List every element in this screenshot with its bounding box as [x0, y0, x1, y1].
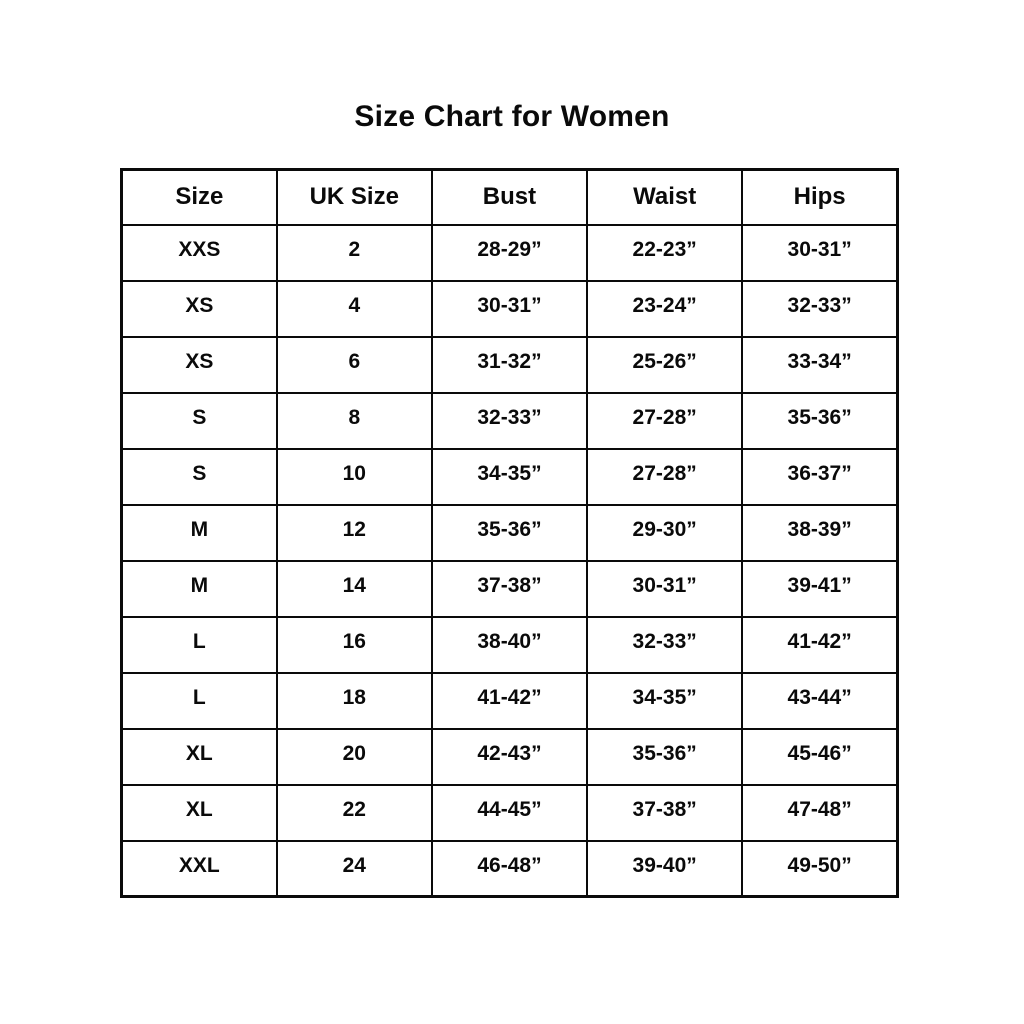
table-cell: 27-28”	[586, 391, 744, 450]
table-cell: 4	[275, 279, 433, 338]
table-cell: 8	[275, 391, 433, 450]
table-cell: 28-29”	[430, 223, 589, 282]
column-header-uk-size: UK Size	[275, 168, 433, 226]
table-row: XXL 24 46-48” 39-40” 49-50”	[120, 839, 899, 898]
table-cell: XL	[120, 783, 278, 842]
table-cell: 38-39”	[741, 503, 899, 562]
table-cell: L	[120, 671, 278, 730]
table-cell: 46-48”	[430, 839, 589, 898]
table-cell: 34-35”	[430, 447, 589, 506]
table-cell: 22-23”	[586, 223, 744, 282]
table-cell: XXL	[120, 839, 278, 898]
page-title: Size Chart for Women	[354, 100, 670, 133]
table-cell: 32-33”	[430, 391, 589, 450]
table-row: XL 20 42-43” 35-36” 45-46”	[120, 727, 899, 786]
table-cell: 41-42”	[430, 671, 589, 730]
table-cell: 24	[275, 839, 433, 898]
table-cell: 37-38”	[586, 783, 744, 842]
table-cell: 47-48”	[741, 783, 899, 842]
table-row: S 8 32-33” 27-28” 35-36”	[120, 391, 899, 450]
table-cell: XS	[120, 279, 278, 338]
table-cell: 30-31”	[586, 559, 744, 618]
table-row: XXS 2 28-29” 22-23” 30-31”	[120, 223, 899, 282]
table-cell: 35-36”	[430, 503, 589, 562]
table-row: S 10 34-35” 27-28” 36-37”	[120, 447, 899, 506]
table-cell: 20	[275, 727, 433, 786]
table-cell: 44-45”	[430, 783, 589, 842]
table-cell: 23-24”	[586, 279, 744, 338]
table-cell: 2	[275, 223, 433, 282]
table-cell: 35-36”	[741, 391, 899, 450]
table-cell: XS	[120, 335, 278, 394]
table-cell: 39-40”	[586, 839, 744, 898]
column-header-size: Size	[120, 168, 278, 226]
table-cell: 45-46”	[741, 727, 899, 786]
table-cell: 14	[275, 559, 433, 618]
table-cell: 6	[275, 335, 433, 394]
table-cell: XL	[120, 727, 278, 786]
table-row: M 14 37-38” 30-31” 39-41”	[120, 559, 899, 618]
table-cell: 12	[275, 503, 433, 562]
table-cell: 37-38”	[430, 559, 589, 618]
table-row: XS 6 31-32” 25-26” 33-34”	[120, 335, 899, 394]
column-header-hips: Hips	[741, 168, 899, 226]
table-cell: 29-30”	[586, 503, 744, 562]
table-cell: 41-42”	[741, 615, 899, 674]
table-cell: S	[120, 447, 278, 506]
table-cell: S	[120, 391, 278, 450]
table-cell: XXS	[120, 223, 278, 282]
table-cell: 30-31”	[430, 279, 589, 338]
table-row: XS 4 30-31” 23-24” 32-33”	[120, 279, 899, 338]
table-cell: 16	[275, 615, 433, 674]
column-header-bust: Bust	[430, 168, 589, 226]
column-header-waist: Waist	[586, 168, 744, 226]
table-cell: 49-50”	[741, 839, 899, 898]
table-cell: 35-36”	[586, 727, 744, 786]
table-row: L 18 41-42” 34-35” 43-44”	[120, 671, 899, 730]
table-row: L 16 38-40” 32-33” 41-42”	[120, 615, 899, 674]
table-cell: 39-41”	[741, 559, 899, 618]
table-cell: L	[120, 615, 278, 674]
table-cell: M	[120, 503, 278, 562]
table-cell: 34-35”	[586, 671, 744, 730]
table-cell: 18	[275, 671, 433, 730]
table-cell: 36-37”	[741, 447, 899, 506]
table-cell: 32-33”	[586, 615, 744, 674]
table-row: M 12 35-36” 29-30” 38-39”	[120, 503, 899, 562]
table-cell: 25-26”	[586, 335, 744, 394]
table-cell: 38-40”	[430, 615, 589, 674]
table-cell: 33-34”	[741, 335, 899, 394]
table-body: XXS 2 28-29” 22-23” 30-31” XS 4 30-31” 23-24” 32-…	[120, 223, 899, 898]
table-cell: 10	[275, 447, 433, 506]
table-cell: 22	[275, 783, 433, 842]
table-row: XL 22 44-45” 37-38” 47-48”	[120, 783, 899, 842]
table-cell: M	[120, 559, 278, 618]
table-cell: 30-31”	[741, 223, 899, 282]
table-cell: 27-28”	[586, 447, 744, 506]
table-cell: 42-43”	[430, 727, 589, 786]
table-cell: 43-44”	[741, 671, 899, 730]
table-header-row: Size UK Size Bust Waist Hips	[120, 168, 899, 226]
table-cell: 31-32”	[430, 335, 589, 394]
table-cell: 32-33”	[741, 279, 899, 338]
size-chart-table: Size UK Size Bust Waist Hips XXS 2 28-29” 2…	[120, 168, 899, 898]
